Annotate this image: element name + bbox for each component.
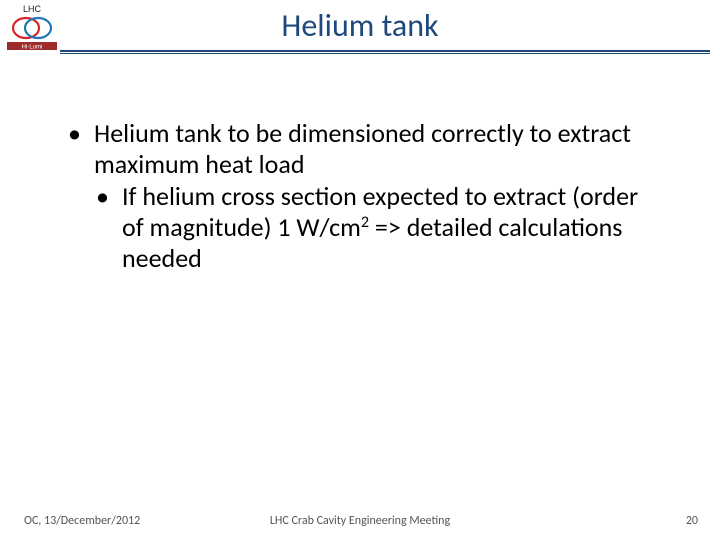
slide-content: Helium tank to be dimensioned correctly … xyxy=(68,118,660,273)
slide-header: LHC Hi-Lumi Helium tank xyxy=(0,0,720,58)
title-underline-thin xyxy=(60,53,710,54)
superscript: 2 xyxy=(361,213,369,232)
logo-bottom-text: Hi-Lumi xyxy=(22,45,43,51)
slide-footer: OC, 13/December/2012 LHC Crab Cavity Eng… xyxy=(0,506,720,528)
slide: LHC Hi-Lumi Helium tank Helium tank to b… xyxy=(0,0,720,540)
footer-page-number: 20 xyxy=(686,514,698,528)
title-underline xyxy=(60,50,710,54)
footer-meeting: LHC Crab Cavity Engineering Meeting xyxy=(0,514,720,528)
bullet-text: Helium tank to be dimensioned correctly … xyxy=(94,117,631,180)
bullet-level-1: Helium tank to be dimensioned correctly … xyxy=(68,118,660,179)
bullet-level-2: If helium cross section expected to extr… xyxy=(96,181,660,273)
slide-title: Helium tank xyxy=(0,6,720,45)
title-underline-thick xyxy=(60,50,710,52)
